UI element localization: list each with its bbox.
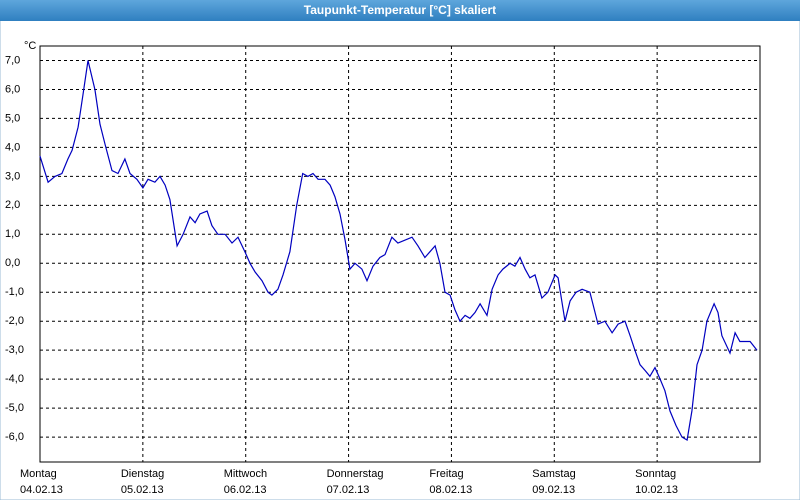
- y-tick-label: -6,0: [5, 431, 24, 443]
- y-tick-label: 6,0: [5, 83, 20, 95]
- x-tick-date: 06.02.13: [224, 484, 267, 496]
- y-tick-label: 3,0: [5, 170, 20, 182]
- x-tick-date: 08.02.13: [429, 484, 472, 496]
- y-tick-label: -3,0: [5, 344, 24, 356]
- y-tick-label: 5,0: [5, 112, 20, 124]
- x-tick-date: 09.02.13: [532, 484, 575, 496]
- y-tick-label: 7,0: [5, 54, 20, 66]
- y-unit: °C: [24, 40, 36, 52]
- x-tick-label: Mittwoch: [224, 468, 267, 480]
- chart-title: Taupunkt-Temperatur [°C] skaliert: [304, 3, 496, 17]
- x-tick-label: Freitag: [429, 468, 463, 480]
- y-tick-label: 4,0: [5, 141, 20, 153]
- y-tick-label: -5,0: [5, 402, 24, 414]
- x-tick-date: 07.02.13: [327, 484, 370, 496]
- x-tick-label: Samstag: [532, 468, 575, 480]
- y-tick-label: 1,0: [5, 228, 20, 240]
- y-tick-label: -2,0: [5, 315, 24, 327]
- x-tick-date: 10.02.13: [635, 484, 678, 496]
- x-tick-label: Dienstag: [121, 468, 164, 480]
- x-tick-label: Sonntag: [635, 468, 676, 480]
- x-tick-date: 05.02.13: [121, 484, 164, 496]
- y-tick-label: -1,0: [5, 286, 24, 298]
- x-tick-label: Donnerstag: [327, 468, 384, 480]
- y-tick-label: 0,0: [5, 257, 20, 269]
- x-tick-date: 04.02.13: [20, 484, 63, 496]
- y-tick-label: 2,0: [5, 199, 20, 211]
- x-tick-label: Montag: [20, 468, 57, 480]
- title-bar: [0, 0, 800, 21]
- data-line: [39, 60, 758, 441]
- y-tick-label: -4,0: [5, 373, 24, 385]
- plot-frame: [39, 45, 761, 463]
